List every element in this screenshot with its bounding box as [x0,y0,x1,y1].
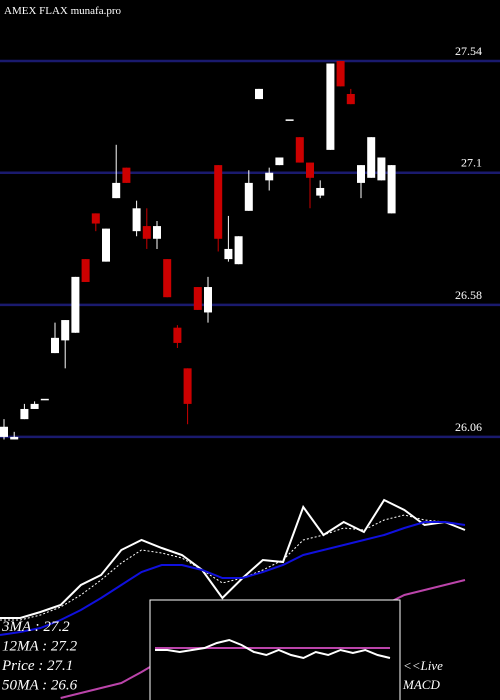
candle-body [244,182,253,211]
candle-body [91,213,100,224]
candle-body [40,398,49,401]
candle-body [81,259,90,282]
candle-body [295,137,304,163]
y-tick-label: 27.1 [461,156,482,170]
y-tick-label: 26.06 [455,420,482,434]
series-line [0,521,466,636]
candle-body [122,167,131,183]
candle-body [336,60,345,87]
candle-body [61,320,70,341]
candle-body [346,93,355,105]
legend-label: 12MA : 27.2 [2,639,78,655]
candle-body [285,119,294,121]
candle-body [71,276,80,333]
candle-body [306,162,314,178]
candle-body [30,403,39,409]
candle-body [102,228,110,262]
candle-body [275,157,284,166]
candle-body [20,408,29,420]
candle-body [173,327,182,343]
y-tick-label: 26.58 [455,288,482,302]
series-line [0,498,466,619]
candle-body [163,259,172,298]
legend-label: Price : 27.1 [1,658,73,674]
candle-body [183,368,192,404]
candle-body [387,165,396,214]
candle-body [316,187,325,196]
candle-body [367,137,376,178]
y-tick-label: 27.54 [455,44,482,58]
macd-line [155,638,391,660]
macd-label: <<Live [403,658,443,673]
candle-body [10,436,19,440]
candle-body [204,287,212,313]
candle-body [255,88,263,100]
candle-body [193,287,202,310]
candle-body [0,426,8,437]
candle-body [142,226,151,239]
series-line [0,514,466,621]
candle-body [234,236,243,265]
candle-body [265,172,274,181]
candle-body [214,165,223,239]
legend-label: 50MA : 26.6 [2,678,78,694]
legend-label: 3MA : 27.2 [1,619,70,635]
candle-body [112,182,121,199]
candle-body [377,157,386,181]
candle-body [51,337,59,354]
candle-body [132,208,141,232]
candle-body [153,226,161,239]
macd-label: MACD [402,677,440,692]
chart-title: AMEX FLAX munafa.pro [4,5,122,17]
candle-body [357,165,365,183]
candle-body [224,248,233,260]
candle-body [326,63,335,150]
